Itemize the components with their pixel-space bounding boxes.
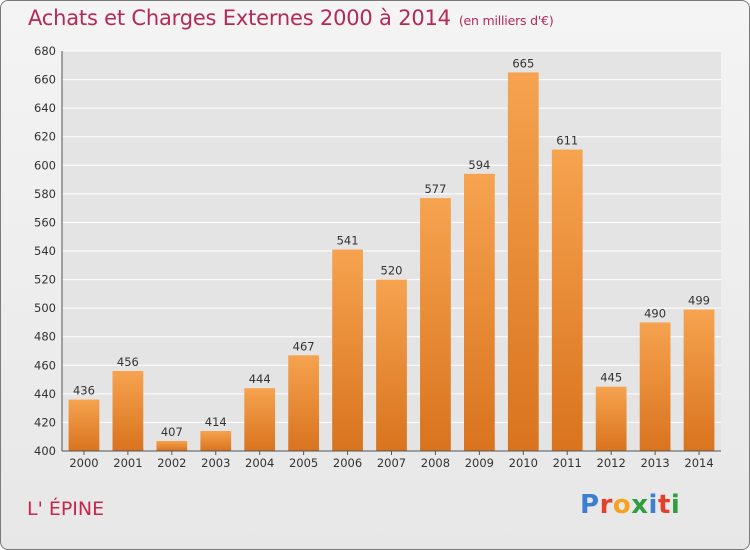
bar	[68, 399, 100, 451]
x-tick-label: 2011	[553, 456, 582, 470]
bar	[112, 371, 144, 451]
x-tick-label: 2002	[157, 456, 186, 470]
y-tick-label: 540	[34, 244, 56, 258]
bar	[639, 322, 671, 451]
bar	[551, 149, 583, 452]
bar-value-label: 665	[512, 56, 534, 70]
bar	[200, 431, 232, 451]
x-tick-label: 2004	[245, 456, 274, 470]
x-tick-label: 2003	[201, 456, 230, 470]
bar-value-label: 577	[424, 182, 446, 196]
x-tick-label: 2010	[509, 456, 538, 470]
chart-title-text: Achats et Charges Externes 2000 à 2014	[28, 6, 451, 30]
bar	[376, 279, 407, 451]
bar-value-label: 520	[381, 264, 403, 278]
bar-value-label: 436	[73, 384, 95, 398]
bar	[420, 198, 451, 451]
y-tick-label: 580	[34, 187, 56, 201]
y-tick-label: 420	[34, 415, 56, 429]
y-tick-label: 460	[34, 358, 56, 372]
chart-subtitle: (en milliers d'€)	[458, 13, 554, 28]
y-tick-label: 600	[34, 158, 56, 172]
bar	[507, 72, 539, 451]
chart-title: Achats et Charges Externes 2000 à 2014 (e…	[28, 6, 554, 30]
bar	[156, 441, 188, 451]
bar-value-label: 467	[293, 339, 315, 353]
bar-value-label: 407	[161, 425, 183, 439]
bar-value-label: 490	[644, 306, 666, 320]
x-tick-label: 2007	[377, 456, 406, 470]
y-tick-label: 660	[34, 73, 56, 87]
bar-value-label: 541	[337, 234, 359, 248]
x-tick-label: 2001	[113, 456, 142, 470]
y-tick-label: 480	[34, 330, 56, 344]
bar-value-label: 594	[468, 158, 490, 172]
x-tick-label: 2012	[597, 456, 626, 470]
y-tick-label: 500	[34, 301, 56, 315]
bar	[595, 386, 627, 451]
proxiti-logo: Proxiti	[580, 490, 681, 520]
y-tick-label: 520	[34, 273, 56, 287]
bar	[288, 355, 320, 451]
y-tick-label: 440	[34, 387, 56, 401]
bar-value-label: 414	[205, 415, 227, 429]
x-tick-label: 2008	[421, 456, 450, 470]
bar-value-label: 499	[688, 294, 710, 308]
x-tick-label: 2014	[684, 456, 713, 470]
y-tick-label: 680	[34, 44, 56, 58]
bar-value-label: 445	[600, 371, 622, 385]
bar	[683, 309, 715, 451]
x-tick-label: 2005	[289, 456, 318, 470]
bar-value-label: 611	[556, 134, 578, 148]
commune-name: L' ÉPINE	[27, 498, 105, 520]
x-tick-label: 2006	[333, 456, 362, 470]
y-tick-label: 400	[34, 444, 56, 458]
x-tick-label: 2009	[465, 456, 494, 470]
plot-area: 400 420 440 460 480 500 520 540 560 580 600 620 640 6…	[34, 44, 721, 470]
x-tick-label: 2000	[69, 456, 98, 470]
bar-value-label: 444	[249, 372, 271, 386]
bar	[244, 388, 276, 451]
bar-value-label: 456	[117, 355, 139, 369]
y-tick-label: 620	[34, 130, 56, 144]
bar	[463, 173, 495, 451]
y-tick-label: 560	[34, 215, 56, 229]
x-tick-label: 2013	[640, 456, 669, 470]
y-tick-label: 640	[34, 101, 56, 115]
bar	[332, 249, 363, 451]
